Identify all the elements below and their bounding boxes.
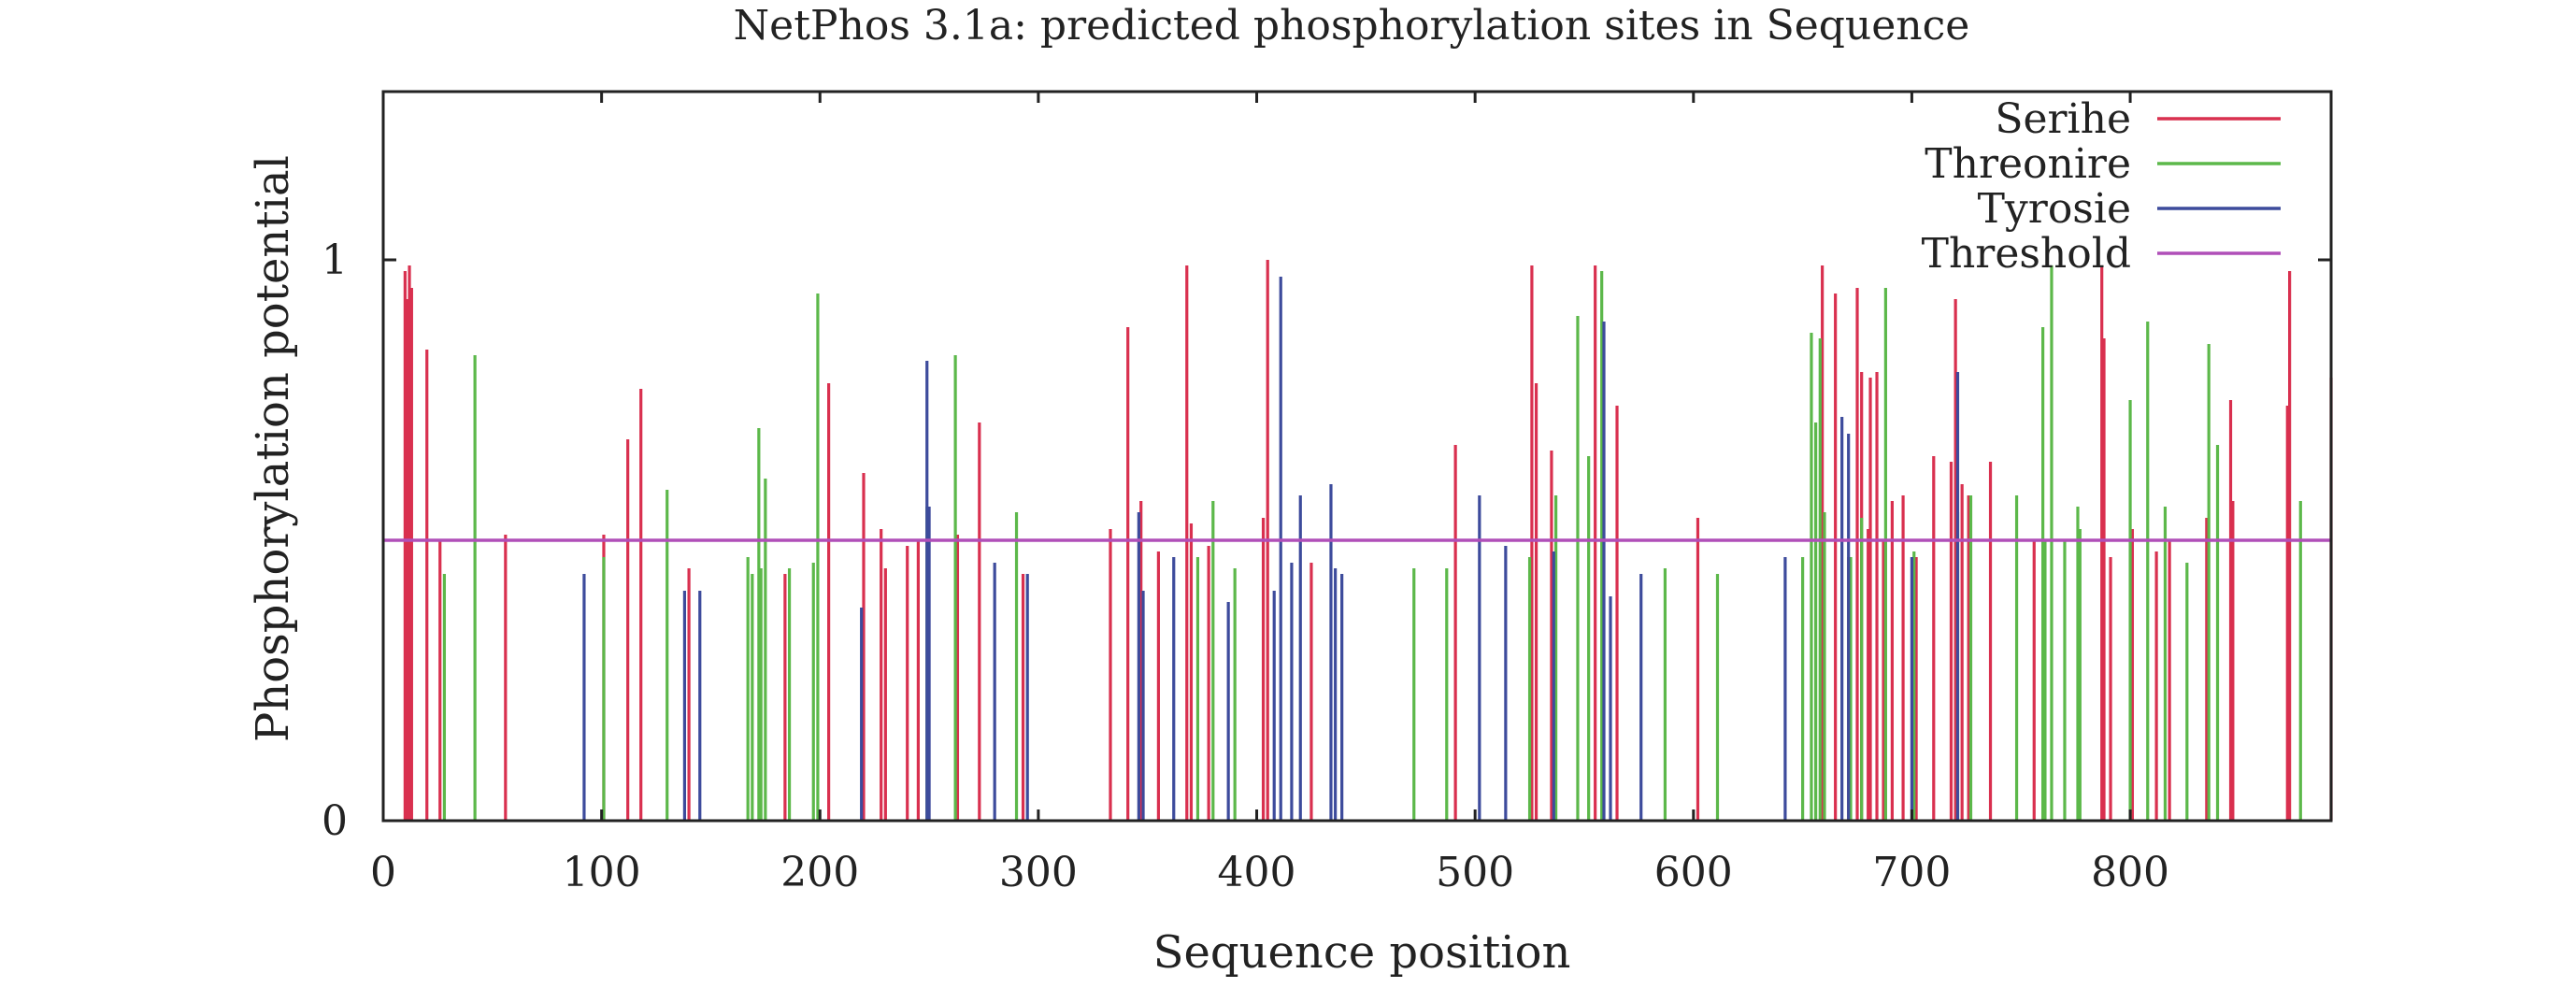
y-axis-label: Phosphorylation potential (247, 155, 299, 742)
x-tick-label-0: 0 (370, 849, 396, 896)
y-axis: 01 (322, 236, 2331, 845)
legend-label-tyrosine: Tyrosie (1978, 185, 2131, 233)
x-tick-label-500: 500 (1436, 849, 1514, 896)
x-tick-label-400: 400 (1218, 849, 1296, 896)
x-tick-label-800: 800 (2091, 849, 2169, 896)
x-tick-label-700: 700 (1872, 849, 1951, 896)
y-tick-label-1: 1 (322, 236, 348, 284)
legend-label-threshold: Threshold (1922, 230, 2131, 278)
plot-frame (381, 90, 2333, 823)
legend-label-serine: Serihe (1995, 95, 2131, 143)
x-tick-label-200: 200 (780, 849, 859, 896)
x-tick-label-600: 600 (1654, 849, 1733, 896)
x-tick-label-300: 300 (999, 849, 1078, 896)
x-axis: 0 100 200 300 400 500 600 700 800 (370, 92, 2169, 896)
x-axis-label: Sequence position (1153, 926, 1571, 979)
x-tick-label-100: 100 (563, 849, 641, 896)
y-tick-label-0: 0 (322, 797, 348, 845)
legend-label-threonine: Threonire (1925, 140, 2131, 188)
chart-title: NetPhos 3.1a: predicted phosphorylation … (734, 2, 1970, 50)
